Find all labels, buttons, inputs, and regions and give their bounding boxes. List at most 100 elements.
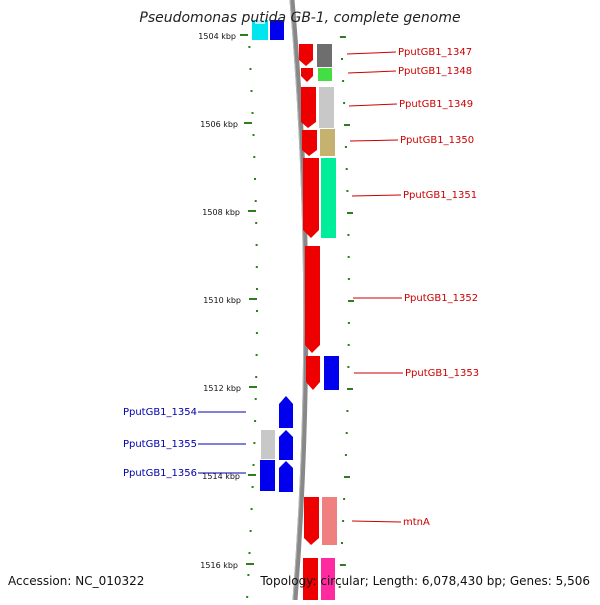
rail-dot [255, 266, 258, 268]
kbp-tick-mark [249, 298, 257, 300]
rail-dot [254, 420, 257, 422]
kbp-tick-label: 1510 kbp [203, 296, 241, 305]
feature-block-1356 [260, 460, 275, 491]
cds-arrow-1351 [303, 158, 319, 238]
rail-dot [251, 112, 254, 114]
kbp-tick-mark [248, 210, 256, 212]
rail-dot [255, 222, 258, 224]
leader-line [346, 51, 397, 55]
rail-dot [253, 442, 256, 444]
rail-dot [345, 432, 348, 434]
outer-tick-rail [338, 36, 354, 588]
rail-dot [255, 332, 258, 334]
gene-label-forward[interactable]: mtnA [403, 517, 430, 528]
leader-line [347, 70, 397, 74]
genome-title: Pseudomonas putida GB-1, complete genome [139, 10, 461, 26]
rail-dot [344, 146, 347, 148]
gene-label-forward[interactable]: PputGB1_1353 [405, 368, 479, 379]
rail-dot [341, 542, 343, 544]
rail-dot [341, 58, 343, 60]
rail-dot [344, 476, 350, 478]
rail-dot [255, 244, 258, 246]
rail-dot [338, 586, 341, 588]
feature-block-1355 [261, 430, 275, 459]
accession-text: Accession: NC_010322 [8, 574, 145, 588]
gene-label-reverse[interactable]: PputGB1_1354 [123, 407, 197, 418]
rail-dot [348, 300, 354, 302]
cds-arrow-1353 [306, 356, 320, 390]
gene-label-forward[interactable]: PputGB1_1350 [400, 135, 474, 146]
cds-arrow-1349 [301, 87, 316, 128]
kbp-tick-label: 1508 kbp [202, 208, 240, 217]
rail-dot [252, 134, 255, 136]
leader-line [349, 139, 399, 142]
gene-label-forward[interactable]: PputGB1_1347 [398, 47, 472, 58]
inner-tick-rail [246, 46, 258, 598]
kbp-tick-mark [240, 34, 248, 36]
rail-dot [256, 288, 258, 290]
feature-block-mtnA [322, 497, 337, 545]
rail-dot [246, 596, 249, 598]
feature-block-1347 [317, 44, 332, 67]
kbp-tick-label: 1504 kbp [198, 32, 236, 41]
rail-dot [249, 530, 252, 532]
rail-dot [256, 310, 258, 312]
cds-arrow-1350 [302, 130, 317, 156]
rail-dot [339, 36, 346, 38]
feature-block-1353 [324, 356, 339, 390]
rail-dot [254, 398, 257, 400]
rail-dot [342, 520, 345, 522]
rail-dot [343, 498, 346, 500]
rail-dot [347, 344, 350, 346]
leader-line [348, 103, 398, 107]
gene-label-reverse[interactable]: PputGB1_1355 [123, 439, 197, 450]
feature-block-1348 [318, 68, 332, 81]
gene-block-top-light [255, 20, 265, 24]
cds-arrow-mtnA [304, 497, 319, 545]
feature-block-1351 [321, 158, 336, 238]
gene-label-forward[interactable]: PputGB1_1349 [399, 99, 473, 110]
kbp-tick-mark [249, 386, 257, 388]
rail-dot [347, 212, 353, 214]
gene-label-forward[interactable]: PputGB1_1352 [404, 293, 478, 304]
rail-dot [346, 190, 349, 192]
rail-dot [347, 256, 350, 258]
genome-backbone-highlight [289, 0, 305, 601]
rail-dot [347, 322, 350, 324]
cds-arrow-1356 [279, 461, 293, 492]
kbp-tick-label: 1516 kbp [200, 561, 238, 570]
feature-block-1349 [319, 87, 334, 128]
rail-dot [248, 46, 251, 48]
cds-arrow-1348 [301, 68, 313, 82]
rail-dot [344, 124, 350, 126]
cds-block-bottom [303, 558, 318, 600]
cds-arrow-1347 [299, 44, 313, 66]
rail-dot [345, 168, 348, 170]
kbp-tick-label: 1514 kbp [202, 472, 240, 481]
kbp-tick-mark [246, 563, 254, 565]
kbp-tick-mark [244, 122, 252, 124]
leader-line [351, 194, 402, 197]
rail-dot [347, 278, 350, 280]
cds-arrow-1352 [305, 246, 320, 353]
rail-dot [343, 102, 346, 104]
rail-dot [347, 234, 350, 236]
gene-block-cyan [252, 20, 268, 40]
gene-label-forward[interactable]: PputGB1_1351 [403, 190, 477, 201]
kbp-tick-mark [248, 474, 256, 476]
leader-line [351, 520, 402, 523]
gene-label-forward[interactable]: PputGB1_1348 [398, 66, 472, 77]
rail-dot [342, 80, 345, 82]
rail-dot [247, 574, 250, 576]
rail-dot [248, 552, 251, 554]
gene-label-reverse[interactable]: PputGB1_1356 [123, 468, 197, 479]
gene-block-blue [270, 20, 284, 40]
rail-dot [254, 200, 257, 202]
rail-dot [252, 464, 255, 466]
rail-dot [255, 376, 258, 378]
rail-dot [249, 68, 252, 70]
rail-dot [347, 366, 350, 368]
rail-dot [346, 410, 349, 412]
rail-dot [339, 564, 346, 566]
